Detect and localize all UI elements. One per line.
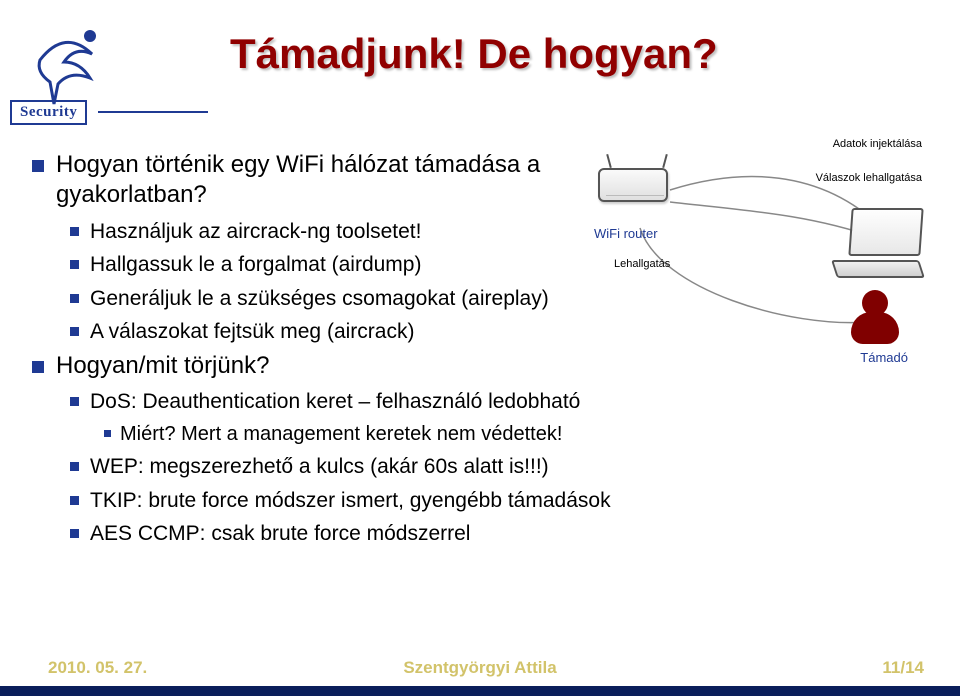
slide: Security Támadjunk! De hogyan? Hogyan tö… bbox=[0, 0, 960, 696]
bullet-l2: Használjuk az aircrack-ng toolsetet! bbox=[30, 218, 590, 245]
content-left: Hogyan történik egy WiFi hálózat támadás… bbox=[30, 150, 590, 389]
footer-bar bbox=[0, 686, 960, 696]
bullet-l3: Miért? Mert a management keretek nem véd… bbox=[30, 421, 900, 447]
footer-page: 11/14 bbox=[882, 658, 924, 678]
router-label: WiFi router bbox=[594, 226, 658, 241]
bullet-l1: Hogyan/mit törjünk? bbox=[30, 351, 590, 381]
content-full: DoS: Deauthentication keret – felhasznál… bbox=[30, 388, 900, 553]
bullet-l2: Generáljuk le a szükséges csomagokat (ai… bbox=[30, 285, 590, 312]
security-badge: Security bbox=[10, 100, 87, 125]
label-inject: Adatok injektálása bbox=[833, 138, 922, 151]
bullet-l2: AES CCMP: csak brute force módszerrel bbox=[30, 520, 900, 547]
label-responses: Válaszok lehallgatása bbox=[816, 172, 922, 185]
network-diagram: WiFi router Támadó Adatok injektálása Vá… bbox=[590, 150, 940, 380]
attacker-label: Támadó bbox=[860, 350, 908, 365]
router-icon bbox=[598, 168, 676, 220]
bullet-l2: TKIP: brute force módszer ismert, gyengé… bbox=[30, 487, 900, 514]
bullet-l1: Hogyan történik egy WiFi hálózat támadás… bbox=[30, 150, 590, 210]
bullet-l2: DoS: Deauthentication keret – felhasznál… bbox=[30, 388, 900, 415]
footer-author: Szentgyörgyi Attila bbox=[0, 658, 960, 678]
logo-icon bbox=[20, 16, 110, 106]
header-line bbox=[98, 111, 208, 113]
bullet-l2: A válaszokat fejtsük meg (aircrack) bbox=[30, 318, 590, 345]
bullet-l2: WEP: megszerezhető a kulcs (akár 60s ala… bbox=[30, 453, 900, 480]
attacker-icon bbox=[850, 290, 900, 348]
laptop-icon bbox=[834, 208, 930, 278]
slide-title: Támadjunk! De hogyan? bbox=[230, 30, 718, 78]
bullet-l2: Hallgassuk le a forgalmat (airdump) bbox=[30, 251, 590, 278]
label-listen: Lehallgatás bbox=[614, 258, 670, 271]
